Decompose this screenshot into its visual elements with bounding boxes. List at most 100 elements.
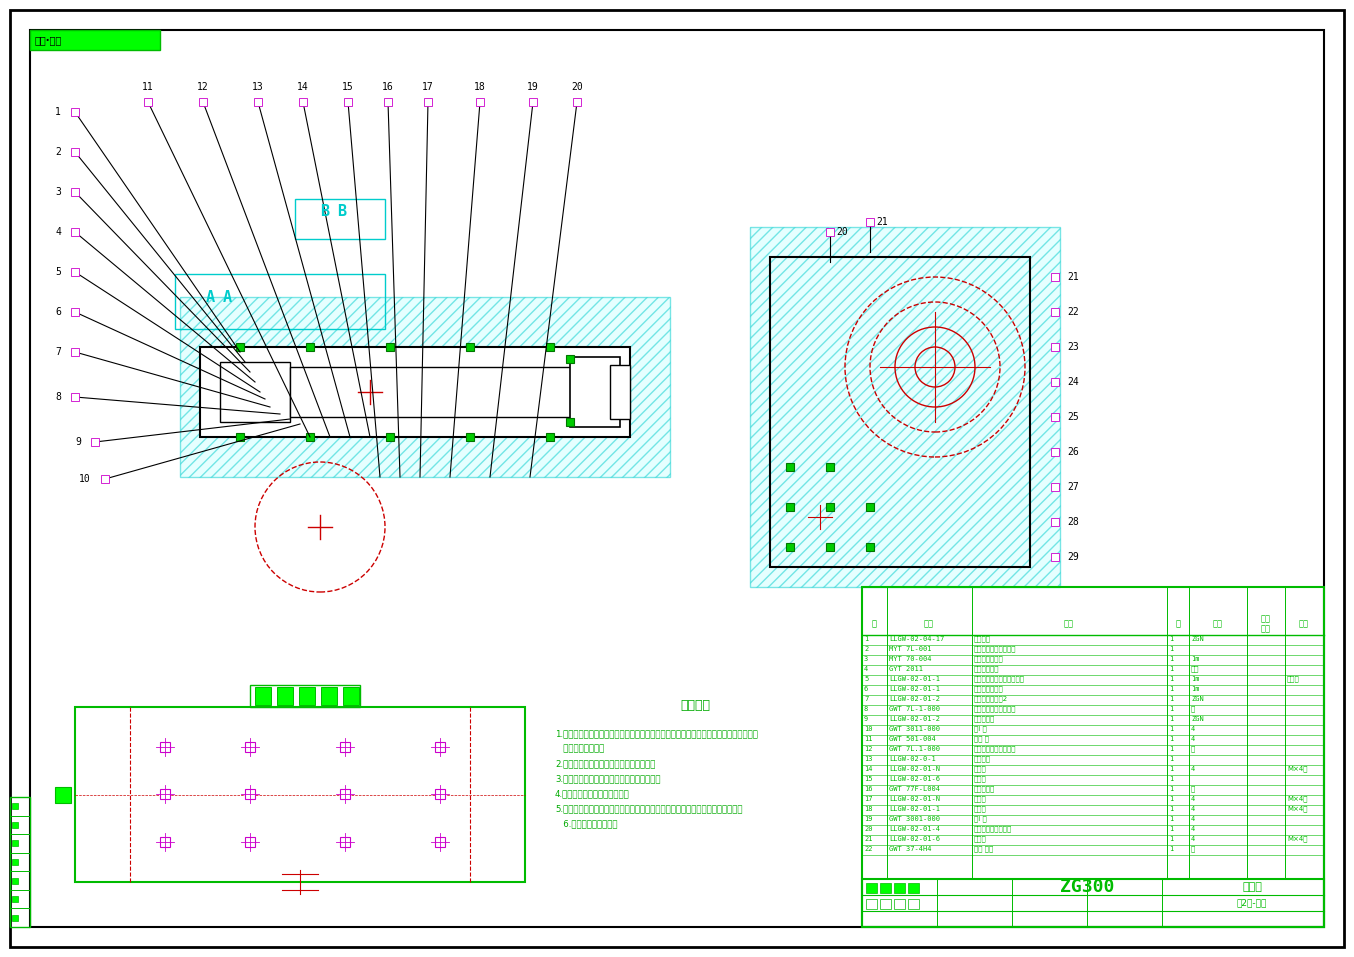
Bar — [566, 418, 574, 426]
Bar — [386, 433, 394, 441]
Bar — [321, 687, 337, 705]
Bar — [250, 685, 360, 707]
Text: LLGW-02-01-4: LLGW-02-01-4 — [890, 826, 940, 832]
Text: A: A — [222, 290, 232, 304]
Text: 1: 1 — [1169, 766, 1174, 772]
Text: 1: 1 — [1169, 816, 1174, 822]
Bar — [826, 228, 834, 236]
Text: 1: 1 — [1169, 666, 1174, 672]
Text: 4: 4 — [1192, 826, 1196, 832]
Text: 代号: 代号 — [923, 619, 934, 629]
Text: ZGN: ZGN — [1192, 696, 1204, 702]
Text: 21: 21 — [864, 836, 872, 842]
Text: 12: 12 — [198, 82, 209, 92]
Bar — [867, 899, 877, 909]
Text: LLGW-02-01-1: LLGW-02-01-1 — [890, 686, 940, 692]
Bar — [299, 687, 315, 705]
Bar — [862, 587, 1324, 927]
Text: 4: 4 — [1192, 726, 1196, 732]
Text: GWT 3001-000: GWT 3001-000 — [890, 816, 940, 822]
Text: 29: 29 — [1067, 552, 1079, 562]
Bar — [435, 742, 445, 752]
Text: 1: 1 — [1169, 806, 1174, 812]
Bar — [340, 837, 349, 847]
Bar — [12, 878, 18, 883]
Bar — [12, 803, 18, 810]
Bar — [91, 438, 99, 446]
Bar — [160, 742, 171, 752]
Text: 2: 2 — [864, 646, 868, 652]
Text: 25: 25 — [1067, 412, 1079, 422]
Text: 7: 7 — [56, 347, 61, 357]
Text: 标配: 标配 — [1192, 666, 1200, 673]
Bar — [1051, 448, 1059, 456]
Bar — [611, 365, 630, 419]
Text: LLGW-02-01-6: LLGW-02-01-6 — [890, 836, 940, 842]
Text: 11: 11 — [864, 736, 872, 742]
Bar — [160, 789, 171, 799]
Text: 1: 1 — [56, 107, 61, 117]
Bar — [867, 218, 873, 226]
Text: MYT 7L-001: MYT 7L-001 — [890, 646, 932, 652]
Text: 名称: 名称 — [1064, 619, 1074, 629]
Text: 4: 4 — [1192, 816, 1196, 822]
Bar — [278, 687, 292, 705]
Text: MYT 70-004: MYT 70-004 — [890, 656, 932, 662]
Bar — [306, 343, 314, 351]
Text: 13: 13 — [252, 82, 264, 92]
Text: 5: 5 — [56, 267, 61, 277]
Bar — [199, 98, 207, 106]
Text: 平螺栓: 平螺栓 — [974, 795, 987, 802]
Bar — [70, 188, 79, 196]
Bar — [546, 433, 554, 441]
Bar — [424, 98, 432, 106]
Text: 总2组-中号: 总2组-中号 — [1236, 899, 1267, 907]
Text: 十字螺栓: 十字螺栓 — [974, 635, 991, 642]
Bar — [70, 108, 79, 116]
Bar — [56, 787, 70, 803]
Text: 十字管固定配件: 十字管固定配件 — [974, 686, 1003, 692]
Text: GWT 3011-000: GWT 3011-000 — [890, 726, 940, 732]
Text: 5.装配后对零件，部件的主要配合尺寸，特别是过盈配合尺寸及相关精度进行复查: 5.装配后对零件，部件的主要配合尺寸，特别是过盈配合尺寸及相关精度进行复查 — [555, 804, 742, 813]
Text: 材料: 材料 — [1213, 619, 1223, 629]
Text: 套: 套 — [1192, 746, 1196, 752]
Text: 1: 1 — [1169, 696, 1174, 702]
Bar — [1051, 273, 1059, 281]
Text: 4: 4 — [864, 666, 868, 672]
Bar — [529, 98, 538, 106]
Text: 12: 12 — [864, 746, 872, 752]
Bar — [219, 362, 290, 422]
Text: M×4件: M×4件 — [1288, 835, 1308, 842]
Text: 备注: 备注 — [1298, 619, 1309, 629]
Bar — [1051, 308, 1059, 316]
Text: 1.零件在组装后必须清楚地在制定下，不得有毛刺、飞边、氧化皮、锈蚀、切削、磨屑，: 1.零件在组装后必须清楚地在制定下，不得有毛刺、飞边、氧化皮、锈蚀、切削、磨屑， — [555, 729, 758, 738]
Text: GWT 501-004: GWT 501-004 — [890, 736, 936, 742]
Text: M×4件: M×4件 — [1288, 795, 1308, 802]
Text: 平螺栓: 平螺栓 — [974, 766, 987, 772]
Text: LLGW-02-04-17: LLGW-02-04-17 — [890, 636, 944, 642]
Bar — [1051, 553, 1059, 561]
Text: 28: 28 — [1067, 517, 1079, 527]
Bar — [826, 503, 834, 511]
Text: 部约 设: 部约 设 — [974, 736, 988, 743]
Text: A: A — [206, 290, 214, 304]
Text: 14: 14 — [297, 82, 309, 92]
Text: LLGW-02-01-1: LLGW-02-01-1 — [890, 806, 940, 812]
Bar — [340, 742, 349, 752]
Bar — [750, 227, 1060, 587]
Text: 20: 20 — [864, 826, 872, 832]
Text: 2: 2 — [56, 147, 61, 157]
Bar — [386, 343, 394, 351]
Text: LLGW-02-01-1: LLGW-02-01-1 — [890, 676, 940, 682]
Text: 平螺栓: 平螺栓 — [974, 806, 987, 812]
Bar — [160, 837, 171, 847]
Text: 4.各密封件每装前须涂密封液。: 4.各密封件每装前须涂密封液。 — [555, 789, 630, 798]
Text: 1: 1 — [1169, 646, 1174, 652]
Bar — [245, 837, 255, 847]
Bar — [867, 503, 873, 511]
Text: 13: 13 — [864, 756, 872, 762]
Bar — [867, 543, 873, 551]
Text: ZGN: ZGN — [1192, 716, 1204, 722]
Bar — [70, 228, 79, 236]
Text: 23: 23 — [1067, 342, 1079, 352]
